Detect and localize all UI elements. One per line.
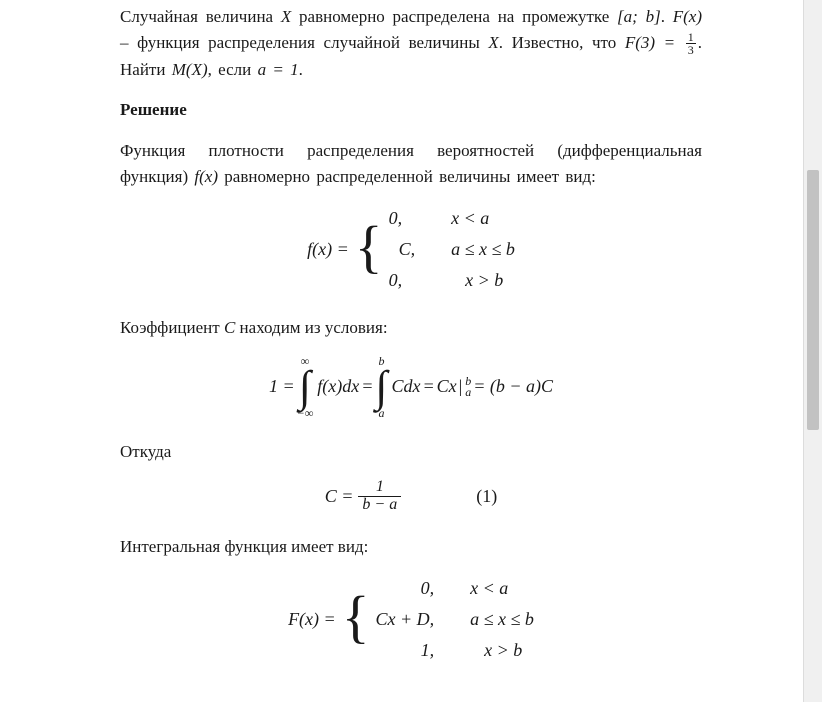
text: функция распределения случайной величины — [137, 33, 488, 52]
coefficient-line: Коэффициент C находим из условия: — [120, 315, 702, 341]
case-val: 0, — [389, 266, 416, 295]
text: = — [422, 372, 434, 401]
math-mx: M(X) — [172, 60, 208, 79]
text: Найти — [120, 60, 172, 79]
case-val: C, — [389, 235, 416, 264]
denominator: 3 — [686, 43, 696, 56]
math-x: X — [281, 7, 291, 26]
lower-limit: −∞ — [297, 407, 314, 419]
case-val: 0, — [376, 574, 435, 603]
integral-1: ∞ ∫ −∞ f(x)dx — [297, 355, 360, 419]
pdf-equation: f(x) = { 0, x < a C, a ≤ x ≤ b 0, x > b — [120, 204, 702, 294]
text: равномерно распределена на промежутке — [291, 7, 617, 26]
case-val: 0, — [389, 204, 416, 233]
text: . Известно, что — [499, 33, 625, 52]
solution-heading: Решение — [120, 97, 702, 123]
case-cond: x > b — [451, 266, 515, 295]
text: . — [299, 60, 303, 79]
integral-icon: ∫ — [299, 367, 311, 407]
text: равномерно распределенной величины имеет… — [218, 167, 596, 186]
text: , если — [208, 60, 258, 79]
left-brace-icon: { — [342, 591, 370, 643]
vertical-scrollbar[interactable] — [803, 0, 822, 702]
piecewise-cases: 0, x < a Cx + D, a ≤ x ≤ b 1, x > b — [376, 574, 534, 664]
math-x: X — [488, 33, 498, 52]
math-fx: F(x) — [673, 7, 702, 26]
text: Случайная величина — [120, 7, 281, 26]
case-cond: x < a — [451, 204, 515, 233]
lower-limit: a — [465, 387, 471, 398]
document-viewport: Случайная величина X равномерно распреде… — [0, 0, 822, 702]
piecewise-cases: 0, x < a C, a ≤ x ≤ b 0, x > b — [389, 204, 515, 294]
eval-limits: ba — [465, 376, 471, 398]
numerator: 1 — [686, 31, 696, 43]
case-val: Cx + D, — [376, 605, 435, 634]
eq-lhs: F(x) = — [288, 605, 336, 634]
lower-limit: a — [378, 407, 384, 419]
hence-text: Откуда — [120, 439, 702, 465]
denominator: b − a — [358, 496, 401, 514]
integral-function-line: Интегральная функция имеет вид: — [120, 534, 702, 560]
integrand: Cdx — [391, 372, 420, 401]
eq-lhs: f(x) = — [307, 235, 349, 264]
text: Коэффициент — [120, 318, 224, 337]
text: . — [661, 7, 673, 26]
case-val: 1, — [376, 636, 435, 665]
math-cx: Cx — [437, 372, 457, 401]
problem-statement: Случайная величина X равномерно распреде… — [120, 4, 702, 83]
eq-lhs: C = — [325, 482, 354, 511]
case-cond: a ≤ x ≤ b — [470, 605, 534, 634]
fraction: 13 — [686, 31, 696, 56]
case-cond: x > b — [470, 636, 534, 665]
text: = (b − a)C — [473, 372, 553, 401]
equation-number: (1) — [476, 482, 497, 511]
text: . — [698, 33, 702, 52]
scrollbar-thumb[interactable] — [807, 170, 819, 430]
case-cond: x < a — [470, 574, 534, 603]
text: находим из условия: — [235, 318, 387, 337]
text: – — [120, 33, 137, 52]
left-brace-icon: { — [355, 221, 383, 273]
text: 1 = — [269, 372, 295, 401]
integral-2: b ∫ a Cdx — [375, 355, 420, 419]
case-cond: a ≤ x ≤ b — [451, 235, 515, 264]
numerator: 1 — [372, 479, 388, 496]
integral-icon: ∫ — [375, 367, 387, 407]
fraction: 1 b − a — [358, 479, 401, 514]
c-equation: C = 1 b − a (1) — [120, 479, 702, 514]
math-interval: [a; b] — [617, 7, 661, 26]
math-a-eq: a = 1 — [258, 60, 299, 79]
math-cond-lhs: F(3) = — [625, 33, 684, 52]
math-fx: f(x) — [194, 167, 218, 186]
document-page: Случайная величина X равномерно распреде… — [0, 0, 802, 702]
integral-equation: 1 = ∞ ∫ −∞ f(x)dx = b ∫ a — [120, 355, 702, 419]
solution-text-1: Функция плотности распределения вероятно… — [120, 138, 702, 191]
cdf-equation: F(x) = { 0, x < a Cx + D, a ≤ x ≤ b 1, x > … — [120, 574, 702, 664]
integrand: f(x)dx — [317, 372, 359, 401]
text: = — [361, 372, 373, 401]
math-c: C — [224, 318, 235, 337]
